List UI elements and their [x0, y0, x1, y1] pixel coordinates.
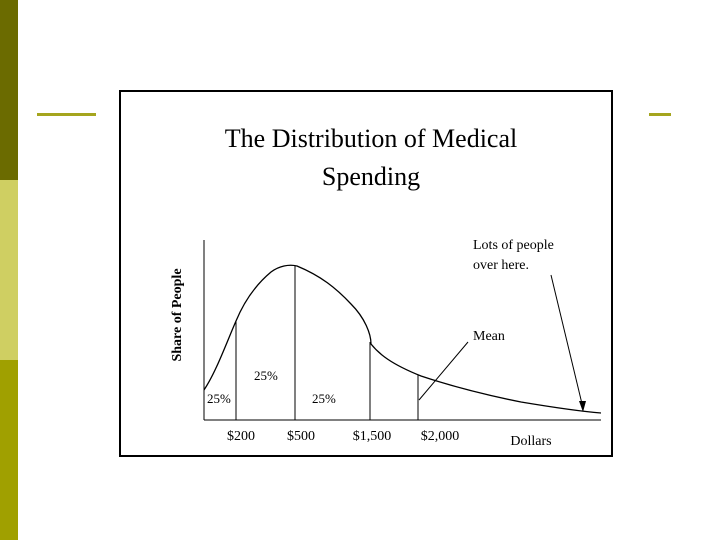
annotation-mean: Mean	[473, 329, 505, 344]
sidebar-block-middle	[0, 180, 18, 360]
segment-label-3: 25%	[312, 391, 336, 406]
annotation-tail-arrowhead	[579, 401, 586, 412]
chart-svg: The Distribution of Medical Spending Sha…	[170, 124, 602, 449]
tick-label-200: $200	[227, 429, 255, 444]
chart-title-line-2: Spending	[322, 162, 420, 191]
chart-figure: The Distribution of Medical Spending Sha…	[119, 90, 613, 457]
annotation-mean-pointer	[418, 341, 469, 401]
tick-label-1500: $1,500	[353, 429, 392, 444]
sidebar-block-top	[0, 0, 18, 180]
distribution-curve	[203, 264, 602, 414]
title-rule-right	[649, 113, 671, 116]
y-axis-label: Share of People	[170, 268, 185, 361]
chart-title-line-1: The Distribution of Medical	[225, 124, 517, 153]
segment-label-1: 25%	[207, 391, 231, 406]
annotation-tail-line-2: over here.	[473, 258, 529, 273]
annotation-tail-line-1: Lots of people	[473, 238, 554, 253]
tick-label-2000: $2,000	[421, 429, 460, 444]
tick-label-500: $500	[287, 429, 315, 444]
annotation-tail-arrow-line	[550, 274, 584, 409]
sidebar-block-bottom	[0, 360, 18, 540]
segment-label-2: 25%	[254, 368, 278, 383]
title-rule-left	[37, 113, 96, 116]
x-axis-label: Dollars	[510, 434, 551, 449]
